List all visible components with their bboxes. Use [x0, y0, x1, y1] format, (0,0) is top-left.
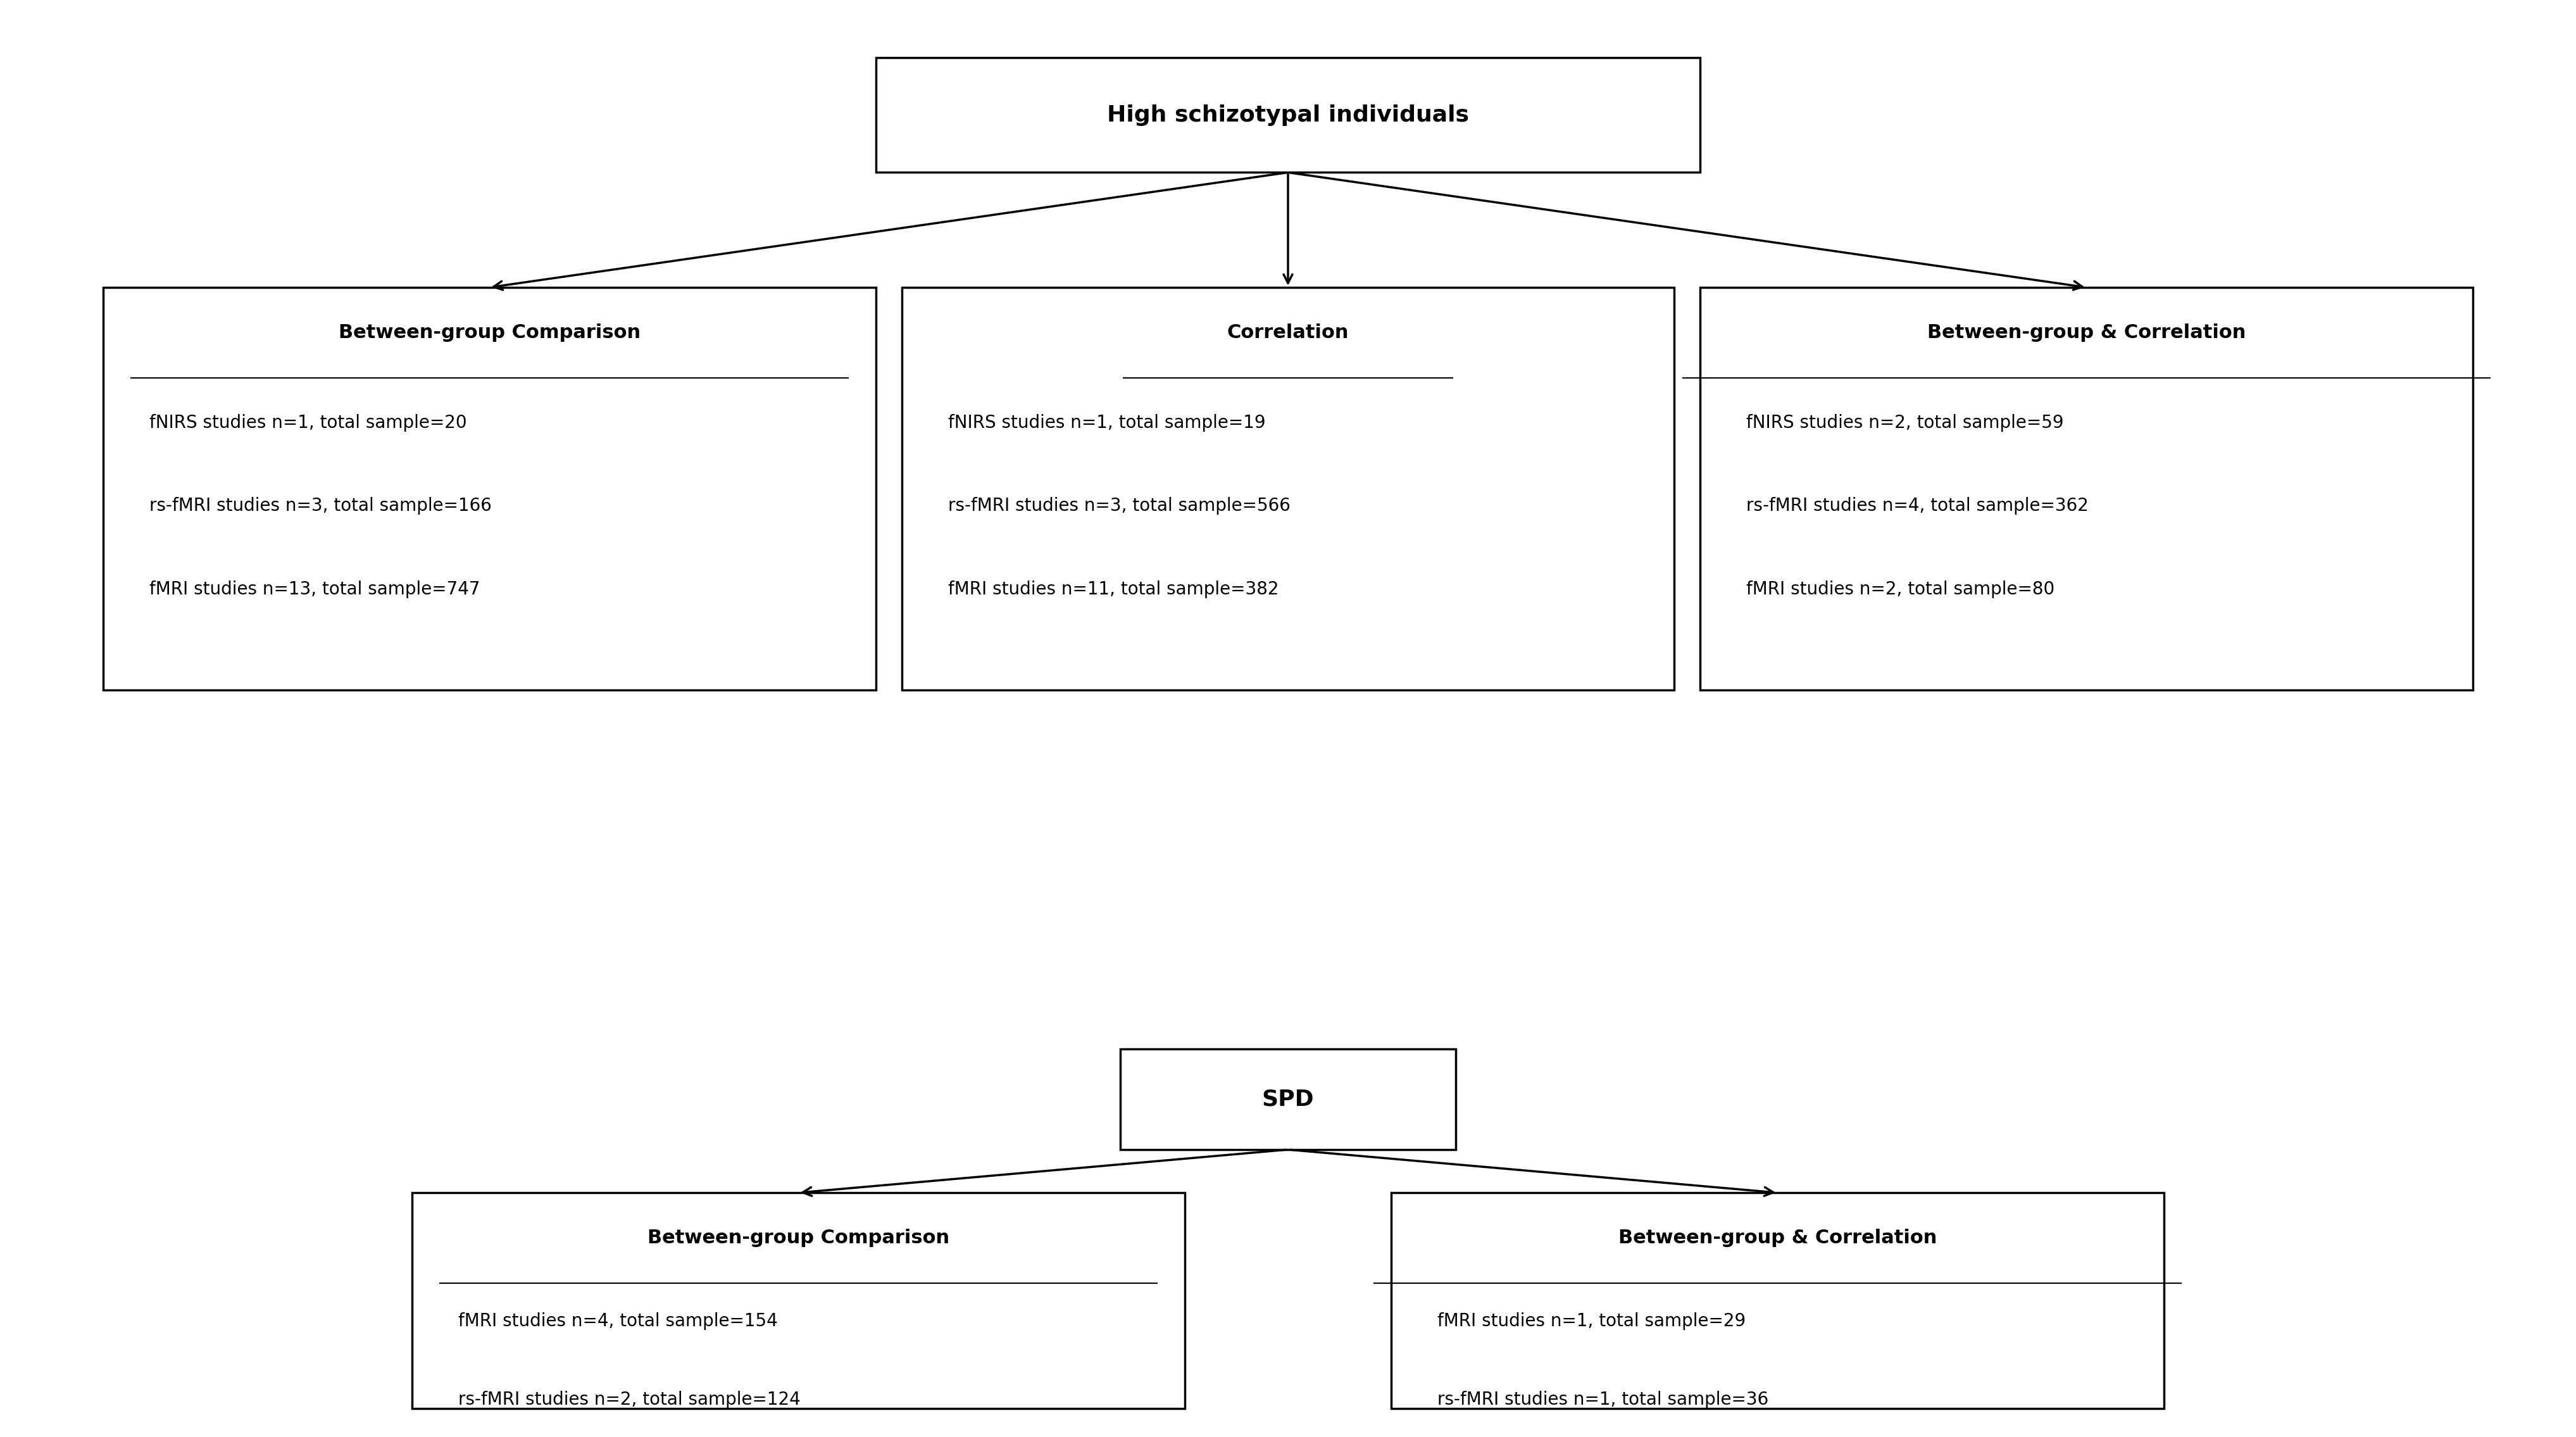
Text: fMRI studies n=11, total sample=382: fMRI studies n=11, total sample=382 [948, 581, 1278, 598]
Text: Between-group & Correlation: Between-group & Correlation [1618, 1229, 1937, 1247]
FancyBboxPatch shape [1391, 1193, 2164, 1408]
FancyBboxPatch shape [1700, 287, 2473, 690]
FancyBboxPatch shape [103, 287, 876, 690]
Text: fNIRS studies n=1, total sample=19: fNIRS studies n=1, total sample=19 [948, 414, 1265, 431]
Text: fMRI studies n=4, total sample=154: fMRI studies n=4, total sample=154 [459, 1312, 778, 1329]
Text: SPD: SPD [1262, 1089, 1314, 1109]
FancyBboxPatch shape [412, 1193, 1185, 1408]
Text: rs-fMRI studies n=2, total sample=124: rs-fMRI studies n=2, total sample=124 [459, 1391, 801, 1408]
Text: fNIRS studies n=1, total sample=20: fNIRS studies n=1, total sample=20 [149, 414, 466, 431]
Text: fMRI studies n=13, total sample=747: fMRI studies n=13, total sample=747 [149, 581, 479, 598]
Text: High schizotypal individuals: High schizotypal individuals [1108, 105, 1468, 125]
Text: Between-group & Correlation: Between-group & Correlation [1927, 323, 2246, 342]
Text: fNIRS studies n=2, total sample=59: fNIRS studies n=2, total sample=59 [1747, 414, 2063, 431]
FancyBboxPatch shape [876, 57, 1700, 172]
Text: fMRI studies n=1, total sample=29: fMRI studies n=1, total sample=29 [1437, 1312, 1747, 1329]
FancyBboxPatch shape [1121, 1049, 1455, 1150]
Text: rs-fMRI studies n=3, total sample=566: rs-fMRI studies n=3, total sample=566 [948, 497, 1291, 514]
Text: fMRI studies n=2, total sample=80: fMRI studies n=2, total sample=80 [1747, 581, 2056, 598]
Text: rs-fMRI studies n=4, total sample=362: rs-fMRI studies n=4, total sample=362 [1747, 497, 2089, 514]
Text: Between-group Comparison: Between-group Comparison [647, 1229, 951, 1247]
Text: rs-fMRI studies n=3, total sample=166: rs-fMRI studies n=3, total sample=166 [149, 497, 492, 514]
Text: rs-fMRI studies n=1, total sample=36: rs-fMRI studies n=1, total sample=36 [1437, 1391, 1770, 1408]
Text: Correlation: Correlation [1226, 323, 1350, 342]
FancyBboxPatch shape [902, 287, 1674, 690]
Text: Between-group Comparison: Between-group Comparison [337, 323, 641, 342]
